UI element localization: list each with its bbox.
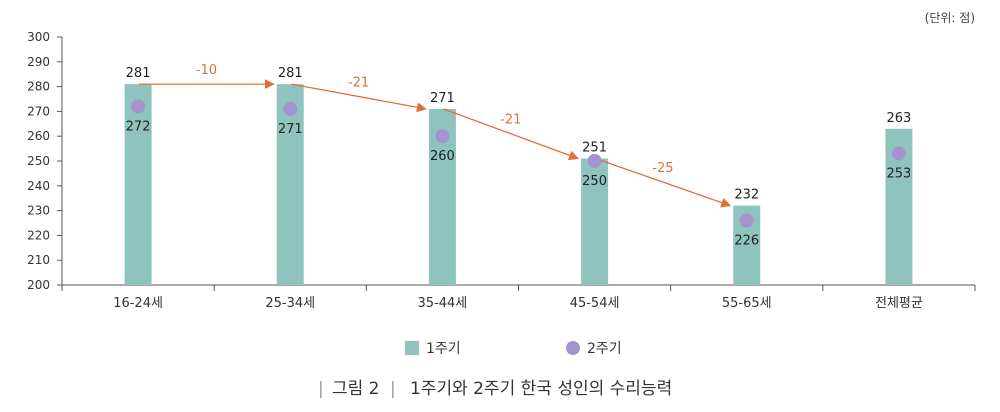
caption-separator-right: | xyxy=(390,379,396,399)
bar xyxy=(124,84,152,286)
y-tick-label: 200 xyxy=(27,278,50,292)
point xyxy=(435,129,450,144)
bar xyxy=(581,158,609,285)
point xyxy=(587,154,602,168)
points xyxy=(131,99,906,228)
bar-value-label: 251 xyxy=(582,141,607,156)
x-category-label: 55-65세 xyxy=(722,296,772,311)
point-value-label: 272 xyxy=(126,119,151,134)
y-tick-label: 250 xyxy=(27,154,50,168)
x-category-label: 25-34세 xyxy=(265,296,315,311)
y-tick-label: 280 xyxy=(27,80,50,94)
bar-value-label: 232 xyxy=(734,188,759,203)
point xyxy=(283,101,298,116)
bar-value-label: 281 xyxy=(278,66,303,81)
x-category-label: 16-24세 xyxy=(113,296,163,311)
change-arrow xyxy=(443,108,580,161)
change-arrows: -10 -21 -21 -25 xyxy=(139,63,732,208)
legend-point-swatch xyxy=(566,341,580,355)
legend-series-2-label: 2주기 xyxy=(587,341,622,357)
y-tick-label: 260 xyxy=(27,129,50,143)
y-tick-label: 230 xyxy=(27,204,50,218)
y-tick-label: 270 xyxy=(27,104,50,118)
point-value-label: 260 xyxy=(430,149,455,164)
x-category-label: 45-54세 xyxy=(570,296,620,311)
point xyxy=(131,99,146,114)
x-category-label: 35-44세 xyxy=(418,296,468,311)
change-arrow xyxy=(291,83,427,113)
y-tick-label: 210 xyxy=(27,253,50,267)
point-value-label: 271 xyxy=(278,122,303,137)
bar-value-label: 263 xyxy=(887,111,912,126)
legend-series-1-label: 1주기 xyxy=(426,341,461,357)
legend-bar-swatch xyxy=(405,341,419,355)
y-tick-label: 220 xyxy=(27,228,50,242)
point-value-label: 253 xyxy=(887,167,912,182)
figure-label: 그림 2 xyxy=(332,379,380,399)
bar-value-label: 281 xyxy=(126,66,151,81)
bar-value-label: 271 xyxy=(430,91,455,106)
change-label: -10 xyxy=(196,63,217,78)
unit-label: (단위: 점) xyxy=(925,11,975,25)
x-category-label: 전체평균 xyxy=(875,296,923,311)
change-arrow xyxy=(595,157,732,208)
y-tick-label: 300 xyxy=(27,30,50,44)
caption-separator-left: | xyxy=(318,379,324,399)
point xyxy=(891,146,906,161)
point-value-label: 250 xyxy=(582,174,607,189)
bars xyxy=(124,84,913,286)
change-label: -21 xyxy=(500,113,521,128)
point xyxy=(739,213,754,228)
figure-caption: | 그림 2 | 1주기와 2주기 한국 성인의 수리능력 xyxy=(318,379,672,399)
bar xyxy=(276,84,304,286)
figure-title: 1주기와 2주기 한국 성인의 수리능력 xyxy=(410,379,672,399)
y-tick-label: 240 xyxy=(27,179,50,193)
change-label: -21 xyxy=(348,76,369,91)
value-labels: 281 281 271 251 232 263 272 271 260 250 226 253 xyxy=(126,66,912,248)
y-tick-label: 290 xyxy=(27,55,50,69)
point-value-label: 226 xyxy=(734,234,759,249)
axes: 200 210 220 230 240 250 260 270 280 290 300 16-24세 2… xyxy=(27,30,976,311)
change-label: -25 xyxy=(652,161,673,176)
legend: 1주기 2주기 xyxy=(405,341,622,357)
